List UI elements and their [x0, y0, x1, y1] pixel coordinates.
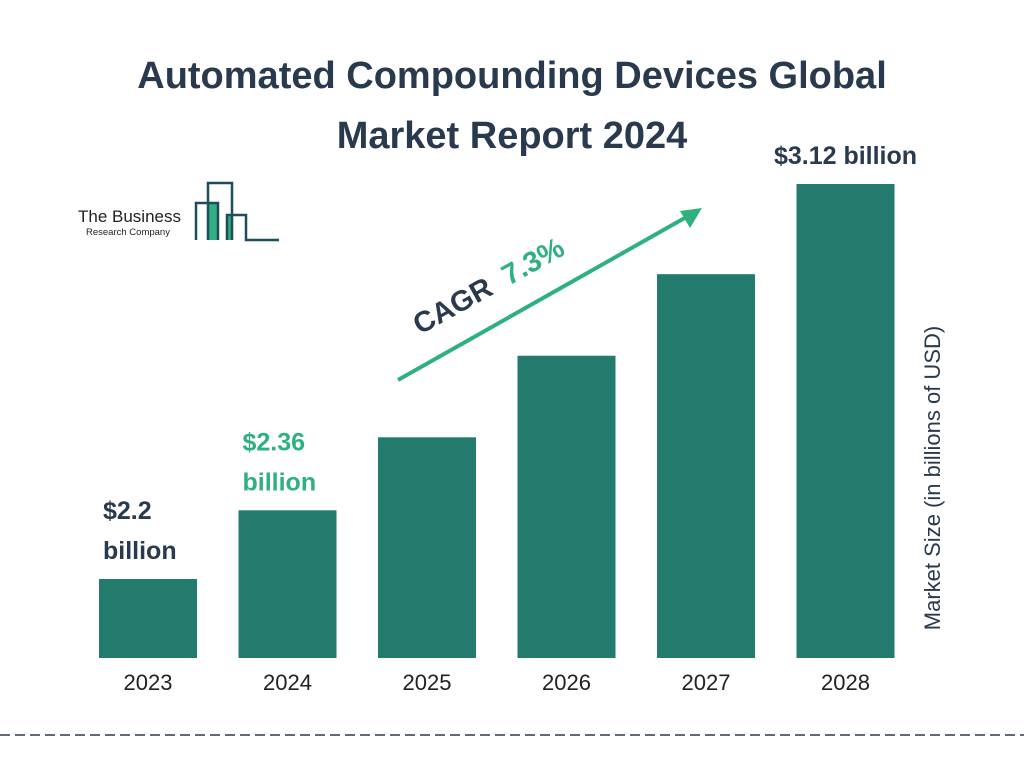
x-tick-label: 2024 — [263, 670, 312, 695]
x-tick-label: 2026 — [542, 670, 591, 695]
x-tick-label: 2027 — [682, 670, 731, 695]
data-label: billion — [103, 537, 177, 565]
bar-2026 — [517, 355, 616, 658]
bar-2027 — [657, 274, 755, 658]
data-label: $2.2 — [103, 497, 152, 525]
bar-2024 — [238, 510, 337, 658]
logo-line-1: The Business — [78, 207, 181, 226]
arrow-head-icon — [680, 208, 702, 228]
x-tick-label: 2025 — [403, 670, 452, 695]
logo-line-2: Research Company — [86, 227, 170, 238]
cagr-annotation: CAGR 7.3% — [397, 208, 702, 382]
bar-2023 — [99, 579, 197, 658]
cagr-value: 7.3% — [497, 232, 571, 292]
data-label: $2.36 — [243, 428, 306, 456]
x-tick-label: 2028 — [821, 670, 870, 695]
company-logo: The Business Research Company — [78, 181, 279, 242]
svg-text:CAGR 7.3%: CAGR 7.3% — [408, 232, 570, 341]
y-axis-label: Market Size (in billions of USD) — [920, 326, 945, 630]
chart-title-line-1: Automated Compounding Devices Global — [137, 55, 887, 97]
x-tick-label: 2023 — [124, 670, 173, 695]
data-label: billion — [243, 468, 317, 496]
data-label: $3.12 billion — [774, 142, 917, 170]
bar-2025 — [378, 437, 476, 658]
bar-2028 — [796, 184, 895, 658]
chart-title-line-2: Market Report 2024 — [337, 115, 688, 157]
